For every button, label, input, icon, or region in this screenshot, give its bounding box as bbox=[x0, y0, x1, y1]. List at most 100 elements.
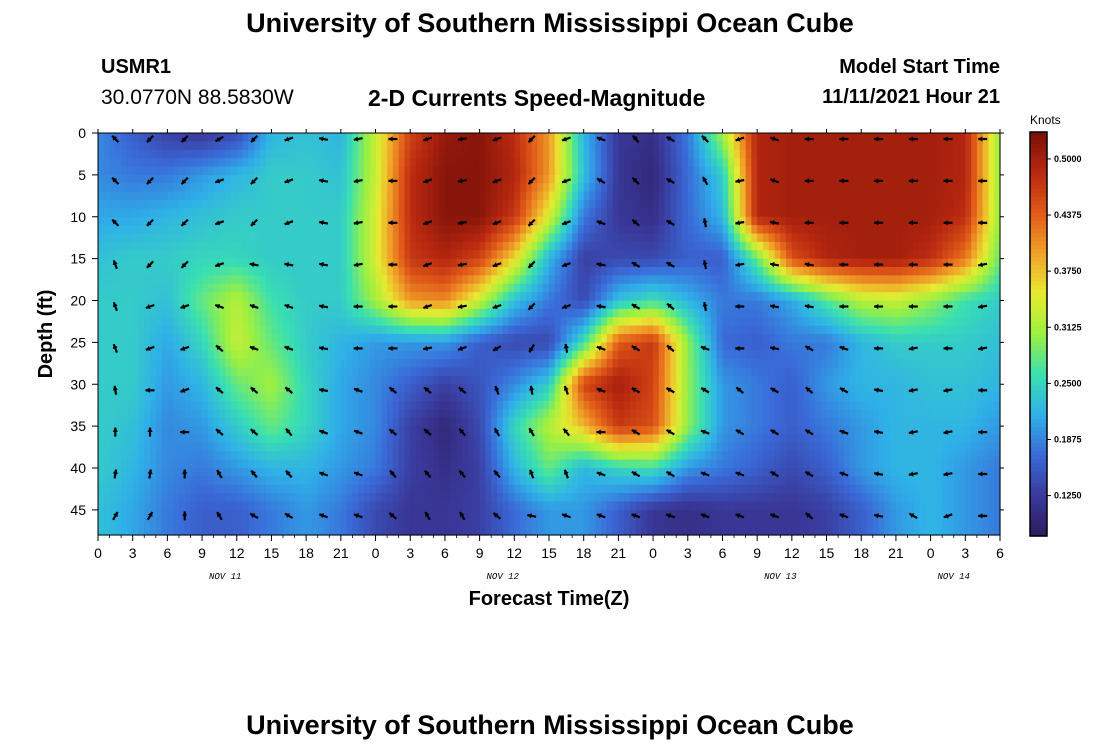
heatmap-cell bbox=[404, 375, 411, 385]
heatmap-cell bbox=[98, 233, 105, 243]
heatmap-cell bbox=[606, 200, 614, 209]
heatmap-cell bbox=[647, 233, 654, 243]
heatmap-cell bbox=[959, 308, 966, 318]
heatmap-cell bbox=[225, 342, 232, 352]
heatmap-cell bbox=[687, 200, 695, 209]
heatmap-cell bbox=[606, 191, 614, 201]
heatmap-cell bbox=[496, 350, 504, 360]
heatmap-cell bbox=[849, 250, 857, 260]
heatmap-cell bbox=[306, 225, 313, 235]
heatmap-cell bbox=[381, 342, 388, 352]
heatmap-cell bbox=[202, 267, 209, 276]
heatmap-cell bbox=[283, 241, 290, 251]
heatmap-cell bbox=[230, 225, 238, 235]
heatmap-cell bbox=[861, 317, 868, 327]
heatmap-cell bbox=[271, 283, 278, 293]
heatmap-cell bbox=[832, 300, 839, 310]
heatmap-cell bbox=[762, 241, 770, 251]
heatmap-cell bbox=[514, 141, 521, 151]
heatmap-cell bbox=[103, 133, 111, 142]
heatmap-cell bbox=[537, 200, 544, 209]
heatmap-cell bbox=[947, 325, 955, 335]
heatmap-cell bbox=[647, 367, 654, 377]
heatmap-cell bbox=[612, 350, 619, 360]
heatmap-cell bbox=[121, 300, 128, 310]
heatmap-cell bbox=[468, 384, 475, 394]
heatmap-cell bbox=[849, 317, 857, 327]
heatmap-cell bbox=[982, 359, 990, 369]
heatmap-cell bbox=[329, 200, 336, 209]
heatmap-cell bbox=[872, 174, 880, 184]
heatmap-cell bbox=[780, 225, 787, 235]
heatmap-cell bbox=[543, 367, 550, 377]
heatmap-cell bbox=[988, 308, 995, 318]
heatmap-cell bbox=[832, 166, 839, 176]
heatmap-cell bbox=[352, 133, 359, 142]
heatmap-cell bbox=[803, 174, 810, 184]
heatmap-cell bbox=[658, 225, 666, 235]
heatmap-cell bbox=[820, 267, 828, 276]
heatmap-cell bbox=[230, 342, 238, 352]
heatmap-cell bbox=[230, 275, 238, 285]
heatmap-cell bbox=[479, 200, 486, 209]
heatmap-cell bbox=[745, 384, 752, 394]
heatmap-cell bbox=[265, 350, 273, 360]
heatmap-cell bbox=[716, 233, 724, 243]
heatmap-cell bbox=[358, 275, 365, 285]
heatmap-cell bbox=[404, 367, 411, 377]
heatmap-cell bbox=[439, 183, 446, 193]
heatmap-cell bbox=[491, 359, 498, 369]
heatmap-cell bbox=[248, 225, 255, 235]
heatmap-cell bbox=[456, 216, 463, 226]
heatmap-cell bbox=[207, 208, 215, 218]
heatmap-cell bbox=[410, 250, 417, 260]
heatmap-cell bbox=[277, 216, 284, 226]
heatmap-cell bbox=[907, 275, 914, 285]
heatmap-cell bbox=[323, 174, 330, 184]
heatmap-cell bbox=[577, 200, 585, 209]
heatmap-cell bbox=[554, 158, 562, 168]
heatmap-cell bbox=[560, 216, 567, 226]
heatmap-cell bbox=[155, 174, 163, 184]
heatmap-cell bbox=[919, 384, 926, 394]
heatmap-cell bbox=[300, 275, 307, 285]
heatmap-cell bbox=[757, 250, 764, 260]
heatmap-cell bbox=[369, 250, 377, 260]
heatmap-cell bbox=[757, 258, 764, 268]
heatmap-cell bbox=[722, 384, 729, 394]
heatmap-cell bbox=[577, 317, 585, 327]
heatmap-cell bbox=[595, 158, 602, 168]
heatmap-cell bbox=[757, 342, 764, 352]
heatmap-cell bbox=[583, 283, 591, 293]
heatmap-cell bbox=[352, 250, 359, 260]
heatmap-cell bbox=[259, 342, 267, 352]
heatmap-cell bbox=[271, 149, 278, 159]
heatmap-cell bbox=[566, 367, 573, 377]
heatmap-cell bbox=[277, 325, 284, 335]
heatmap-cell bbox=[583, 141, 591, 151]
heatmap-cell bbox=[566, 283, 573, 293]
heatmap-cell bbox=[144, 275, 151, 285]
heatmap-cell bbox=[976, 158, 984, 168]
heatmap-cell bbox=[994, 191, 1001, 201]
heatmap-cell bbox=[300, 191, 307, 201]
heatmap-cell bbox=[786, 241, 793, 251]
heatmap-cell bbox=[814, 158, 822, 168]
heatmap-cell bbox=[381, 359, 388, 369]
heatmap-cell bbox=[225, 233, 232, 243]
heatmap-cell bbox=[462, 250, 469, 260]
heatmap-cell bbox=[242, 216, 249, 226]
heatmap-cell bbox=[653, 166, 660, 176]
heatmap-cell bbox=[520, 200, 527, 209]
heatmap-cell bbox=[404, 384, 411, 394]
heatmap-cell bbox=[277, 141, 284, 151]
heatmap-cell bbox=[288, 308, 296, 318]
heatmap-cell bbox=[728, 250, 735, 260]
heatmap-cell bbox=[520, 233, 527, 243]
heatmap-cell bbox=[121, 325, 128, 335]
heatmap-cell bbox=[554, 342, 562, 352]
heatmap-cell bbox=[311, 325, 319, 335]
heatmap-cell bbox=[867, 174, 874, 184]
heatmap-cell bbox=[913, 275, 920, 285]
heatmap-cell bbox=[392, 158, 400, 168]
